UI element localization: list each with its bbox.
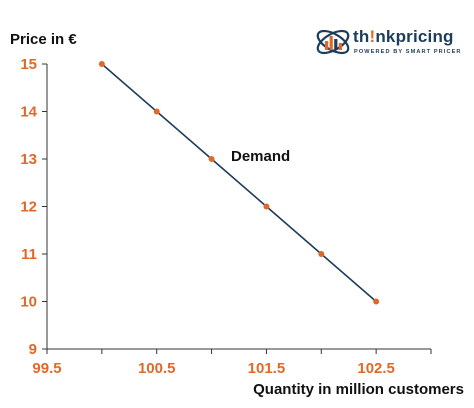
demand-point	[318, 251, 325, 257]
y-tick-label: 15	[20, 56, 37, 73]
x-tick-label: 99.5	[32, 360, 61, 377]
y-tick-label: 12	[20, 199, 37, 216]
logo-tagline: POWERED BY SMART PRICER	[354, 49, 462, 55]
thinkpricing-logo: th!nkpricing POWERED BY SMART PRICER	[313, 22, 463, 62]
y-tick-label: 9	[29, 341, 37, 358]
demand-point	[208, 156, 215, 162]
y-tick-label: 11	[21, 246, 37, 263]
demand-point	[263, 203, 270, 210]
logo-wordmark: th!nkpricing	[353, 27, 454, 47]
y-tick-label: 13	[20, 151, 37, 168]
y-axis-label: Price in €	[10, 31, 77, 48]
logo-name-end: nkpricing	[375, 27, 454, 46]
logo-name-start: th	[353, 27, 370, 46]
x-tick-label: 102.5	[357, 360, 395, 377]
x-tick-label: 101.5	[248, 360, 286, 377]
demand-annotation: Demand	[231, 148, 290, 165]
x-axis-label: Quantity in million customers	[253, 381, 464, 398]
y-tick-label: 14	[20, 104, 37, 121]
logo-mark-icon	[316, 29, 350, 55]
demand-line	[101, 63, 377, 303]
logo-name-accent: !	[369, 27, 376, 46]
demand-point	[373, 298, 380, 305]
x-tick-label: 100.5	[138, 360, 176, 377]
y-tick-label: 10	[20, 294, 37, 311]
demand-point	[153, 108, 160, 115]
demand-point	[98, 61, 105, 67]
